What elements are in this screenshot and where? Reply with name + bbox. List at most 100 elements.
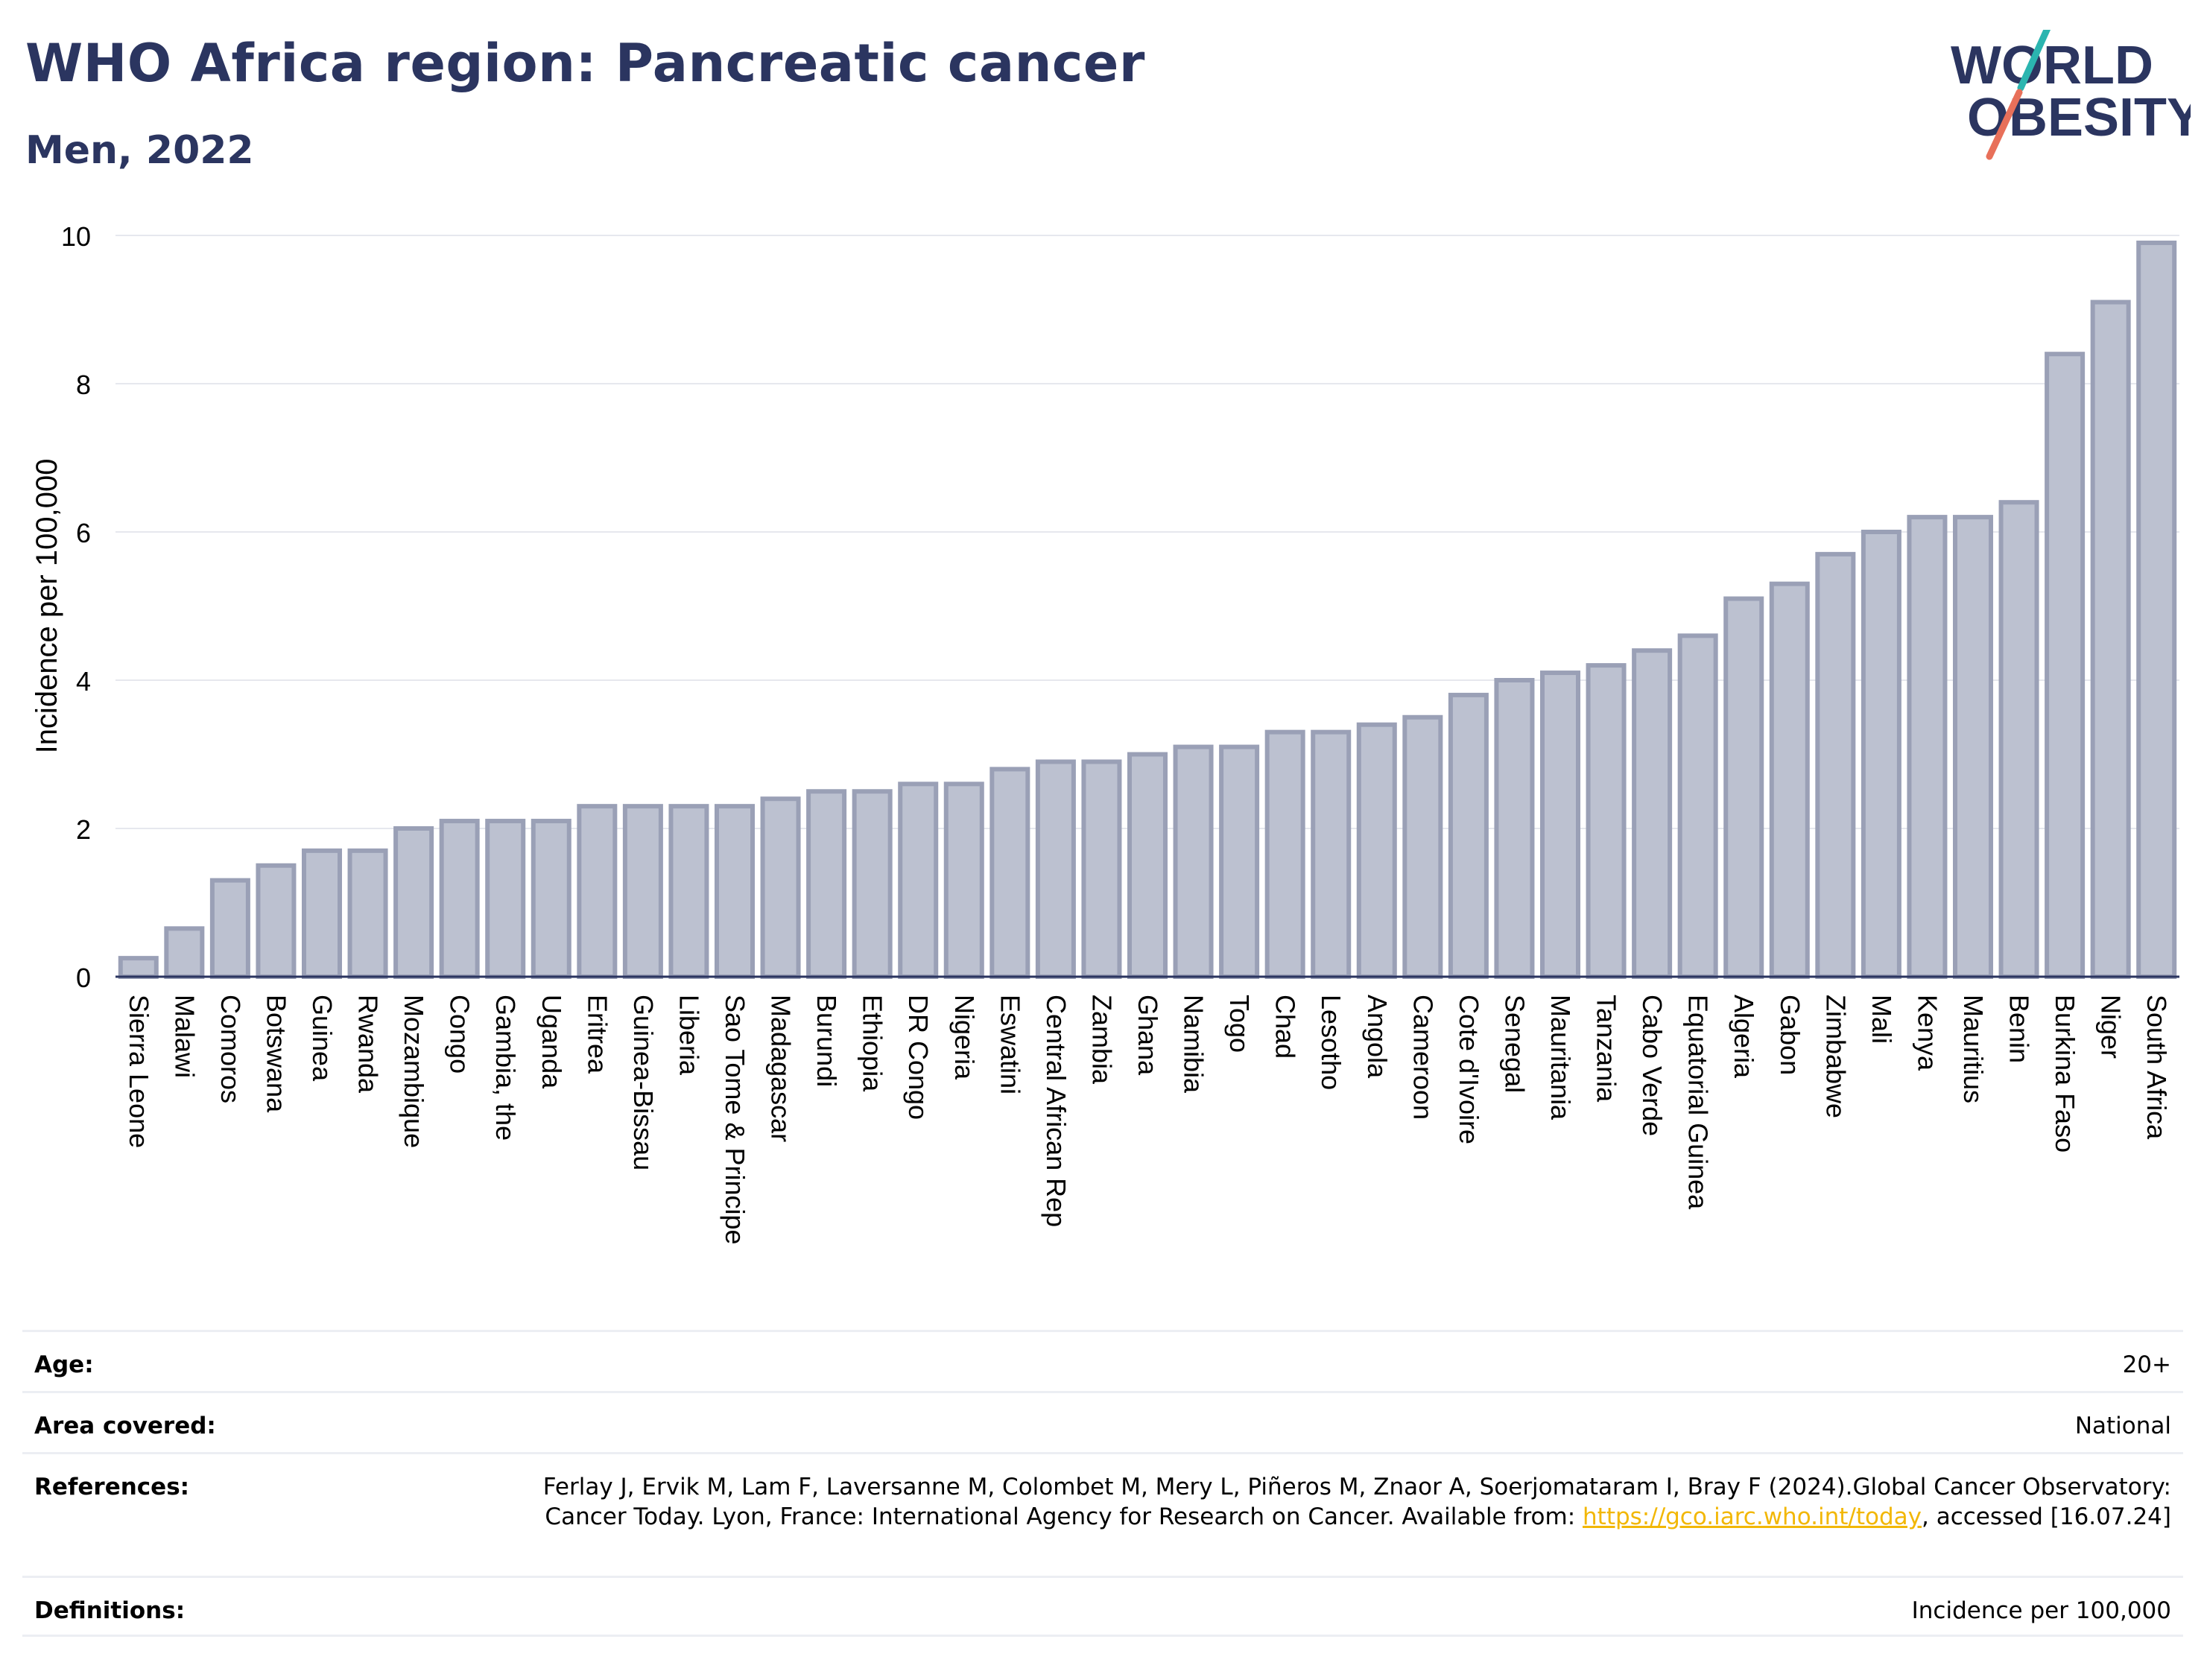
x-tick-label: Angola	[1362, 995, 1393, 1079]
x-tick-label: Uganda	[536, 995, 567, 1089]
x-tick-label: Algeria	[1729, 995, 1759, 1079]
bar-madagascar	[760, 796, 801, 979]
bars	[118, 240, 2177, 980]
x-tick-label: Nigeria	[949, 995, 980, 1080]
y-tick-label: 6	[76, 518, 91, 548]
bar-ghana	[1127, 752, 1168, 979]
area-label: Area covered:	[34, 1413, 216, 1439]
bar-sao-tome-principe	[714, 804, 756, 980]
bar-zimbabwe	[1815, 551, 1856, 979]
logo-slash-red	[1986, 89, 2023, 160]
bar-south-africa	[2136, 240, 2177, 979]
references-link[interactable]: https://gco.iarc.who.int/today	[1583, 1503, 1922, 1530]
x-tick-label: Congo	[445, 995, 475, 1074]
bar-sierra-leone	[118, 956, 159, 979]
y-tick-label: 8	[76, 370, 91, 400]
area-value: National	[2074, 1413, 2171, 1439]
x-tick-label: Rwanda	[353, 995, 384, 1094]
x-tick-label: Comoros	[215, 995, 246, 1103]
x-tick-label: Mauritius	[1958, 995, 1989, 1103]
bar-ethiopia	[852, 789, 893, 979]
bar-congo	[439, 819, 480, 980]
bar-dr-congo	[898, 782, 939, 980]
bar-equatorial-guinea	[1677, 633, 1718, 979]
bar-comoros	[209, 878, 250, 980]
references-text-1: Ferlay J, Ervik M, Lam F, Laversanne M, …	[542, 1474, 2171, 1530]
chart-subtitle: Men, 2022	[25, 128, 254, 173]
x-tick-label: Cote d'Ivoire	[1454, 995, 1484, 1144]
x-tick-label: Burundi	[811, 995, 842, 1087]
x-tick-label: Central African Rep	[1041, 995, 1071, 1227]
x-tick-label: Botswana	[261, 995, 291, 1113]
bar-senegal	[1494, 678, 1535, 979]
x-tick-label: Senegal	[1499, 995, 1530, 1093]
meta-row-references: References: Ferlay J, Ervik M, Lam F, La…	[22, 1452, 2183, 1576]
bar-burundi	[806, 789, 847, 979]
x-tick-label: Lesotho	[1316, 995, 1346, 1090]
bar-benin	[1998, 500, 2039, 979]
bar-nigeria	[943, 782, 984, 980]
references-label: References:	[34, 1474, 190, 1500]
bar-guinea	[301, 848, 343, 979]
bar-cameroon	[1402, 714, 1443, 979]
bar-tanzania	[1586, 663, 1627, 979]
references-value: Ferlay J, Ervik M, Lam F, Laversanne M, …	[495, 1472, 2171, 1532]
x-tick-label: Gabon	[1775, 995, 1805, 1075]
bar-central-african-rep	[1035, 759, 1076, 979]
y-tick-label: 4	[76, 666, 91, 697]
x-tick-label: Gambia, the	[490, 995, 521, 1141]
x-tick-label: Cameroon	[1407, 995, 1438, 1120]
bar-gabon	[1769, 581, 1810, 979]
x-tick-label: DR Congo	[903, 995, 934, 1120]
definitions-value: Incidence per 100,000	[1911, 1597, 2171, 1624]
x-tick-label: Kenya	[1912, 995, 1942, 1071]
world-obesity-logo: WORLD OBESITY	[1951, 30, 2191, 160]
bar-chad	[1264, 729, 1305, 980]
bar-gambia-the	[485, 819, 526, 980]
y-tick-label: 2	[76, 814, 91, 845]
bar-chart: 0 2 4 6 8 10 Sierra Leone Malawi Comoros Botswana…	[31, 221, 2179, 1245]
y-tick-label: 10	[61, 221, 91, 252]
x-tick-label: Eswatini	[995, 995, 1025, 1094]
x-tick-label: Ghana	[1133, 995, 1163, 1076]
bar-mauritania	[1539, 671, 1581, 979]
bar-rwanda	[347, 848, 388, 979]
x-tick-label: Cabo Verde	[1637, 995, 1668, 1136]
x-tick-label: South Africa	[2141, 995, 2172, 1140]
x-tick-label: Benin	[2004, 995, 2035, 1063]
x-tick-label: Mauritania	[1545, 995, 1576, 1120]
x-tick-label: Sao Tome & Principe	[720, 995, 750, 1245]
bar-botswana	[256, 863, 297, 979]
meta-row-area: Area covered: National	[22, 1391, 2183, 1452]
bar-burkina-faso	[2045, 352, 2086, 979]
x-tick-label: Niger	[2096, 995, 2127, 1059]
bar-cabo-verde	[1632, 648, 1673, 979]
x-tick-label: Ethiopia	[858, 995, 888, 1092]
x-tick-label: Tanzania	[1592, 995, 1622, 1103]
bar-uganda	[531, 819, 571, 980]
meta-row-definitions: Definitions: Incidence per 100,000	[22, 1576, 2183, 1637]
x-tick-label: Liberia	[674, 995, 704, 1076]
x-tick-label: Madagascar	[766, 995, 797, 1142]
x-tick-label: Mozambique	[399, 995, 429, 1148]
age-value: 20+	[2122, 1351, 2171, 1378]
logo-line-1: WORLD	[1951, 36, 2153, 95]
x-tick-label: Guinea	[307, 995, 338, 1082]
bar-malawi	[164, 926, 205, 979]
bar-mozambique	[393, 826, 434, 979]
bar-algeria	[1723, 596, 1764, 979]
bar-mauritius	[1952, 515, 1994, 979]
bar-namibia	[1173, 744, 1214, 979]
x-tick-label: Namibia	[1179, 995, 1209, 1094]
x-tick-label: Guinea-Bissau	[628, 995, 659, 1170]
bar-liberia	[668, 804, 709, 980]
bar-niger	[2090, 299, 2131, 979]
x-tick-label: Zambia	[1086, 995, 1117, 1085]
y-axis-label: Incidence per 100,000	[31, 459, 63, 754]
bar-zambia	[1081, 759, 1122, 979]
logo-slash-teal	[2017, 30, 2051, 92]
definitions-label: Definitions:	[34, 1597, 186, 1624]
bar-lesotho	[1311, 729, 1352, 980]
x-tick-label: Malawi	[169, 995, 200, 1078]
age-label: Age:	[34, 1351, 94, 1378]
